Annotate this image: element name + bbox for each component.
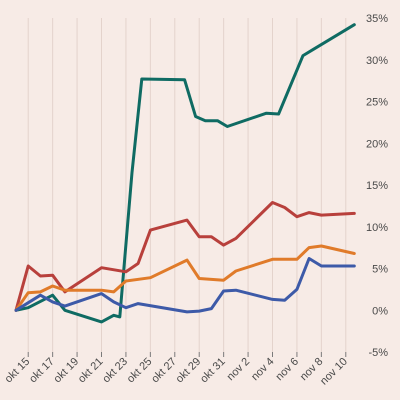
x-tick-label: okt 23 [100, 356, 130, 386]
x-tick-label: okt 19 [52, 356, 82, 386]
y-axis: -5% 0% 5% 10% 15% 20% 25% 30% 35% [366, 13, 388, 359]
x-tick-label: okt 25 [125, 356, 155, 386]
y-tick-label: 30% [366, 55, 388, 67]
x-tick-label: okt 17 [27, 356, 57, 386]
x-tick-label: okt 21 [76, 356, 106, 386]
x-tick-label: nov 6 [274, 356, 302, 384]
y-tick-label: 10% [366, 222, 388, 234]
y-tick-label: 25% [366, 97, 388, 109]
series-line [14, 23, 356, 324]
x-tick-label: okt 31 [198, 356, 228, 386]
x-tick-label: okt 29 [174, 356, 204, 386]
y-tick-label: 5% [372, 264, 388, 276]
y-tick-label: 20% [366, 138, 388, 150]
series-line [14, 244, 356, 312]
series-line [14, 257, 356, 314]
x-tick-label: nov 2 [225, 356, 253, 384]
series-layer [14, 23, 356, 324]
x-tick-label: okt 15 [3, 356, 33, 386]
x-tick-label: okt 27 [149, 356, 179, 386]
y-tick-label: 35% [366, 13, 388, 25]
y-tick-label: 0% [372, 305, 388, 317]
x-tick-label: nov 10 [318, 356, 350, 388]
y-tick-label: 15% [366, 180, 388, 192]
series-line [14, 201, 356, 312]
y-tick-label: -5% [368, 347, 388, 359]
x-tick-label: nov 4 [249, 356, 277, 384]
